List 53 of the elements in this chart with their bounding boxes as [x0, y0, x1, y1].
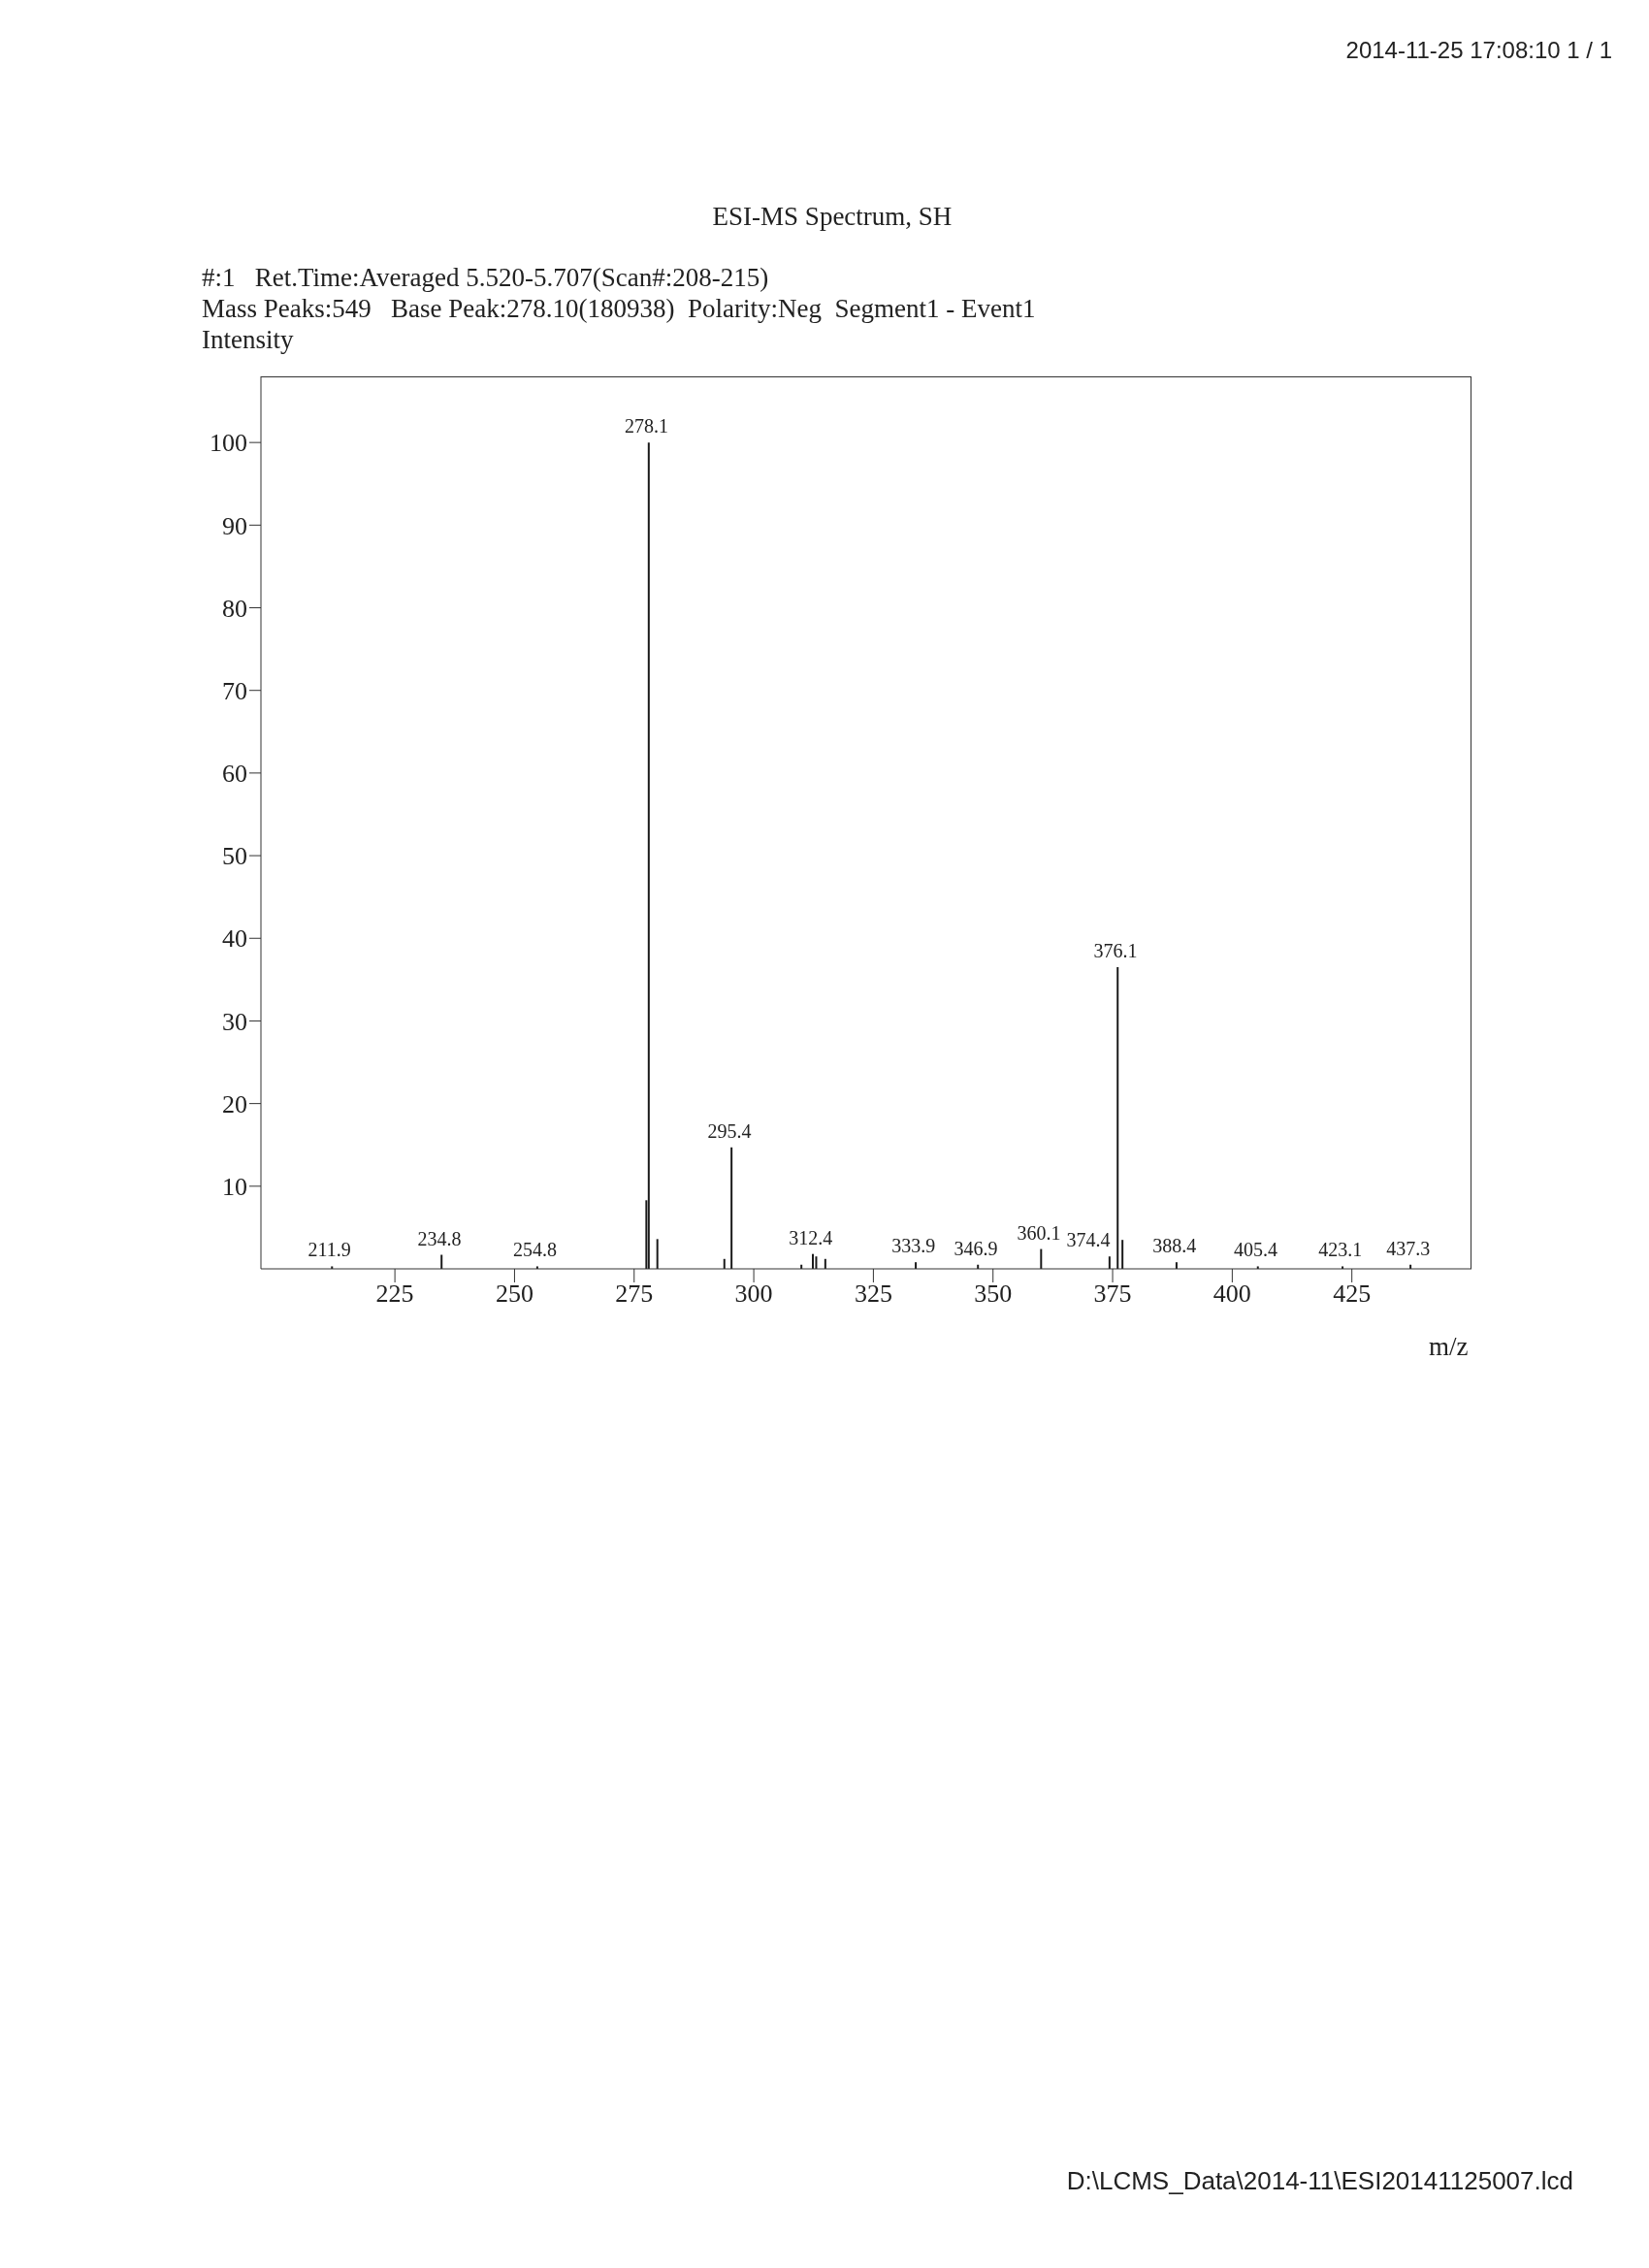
- y-tick-label: 60: [222, 760, 247, 789]
- bar: [647, 442, 650, 1269]
- x-axis-title: m/z: [1429, 1332, 1469, 1362]
- annotation: 254.8: [513, 1239, 558, 1261]
- y-tick-label: 80: [222, 594, 247, 623]
- x-tick-label: 225: [375, 1280, 414, 1309]
- bar: [815, 1256, 818, 1269]
- x-tick-label: 250: [495, 1280, 534, 1309]
- annotation: 423.1: [1318, 1239, 1363, 1261]
- y-tick-label: 50: [222, 842, 247, 871]
- chart-title: ESI-MS Spectrum, SH: [711, 202, 954, 232]
- annotation: 333.9: [891, 1235, 936, 1257]
- text: D:\LCMS_Data\2014-11\ESI20141125007.lcd: [1066, 2166, 1573, 2196]
- bar: [723, 1258, 726, 1269]
- annotation: 437.3: [1386, 1237, 1431, 1259]
- y-tick-label: 30: [222, 1007, 247, 1036]
- bar: [812, 1253, 815, 1269]
- annotation: 295.4: [707, 1119, 752, 1142]
- chart-subtitle: #:1 Ret.Time:Averaged 5.520-5.707(Scan#:208-215): [202, 262, 770, 293]
- annotation: 405.4: [1233, 1239, 1277, 1261]
- x-tick-label: 400: [1212, 1280, 1251, 1309]
- y-tick-label: 70: [222, 676, 247, 705]
- x-tick-label: 300: [734, 1280, 773, 1309]
- x-tick-label: 275: [615, 1280, 654, 1309]
- y-tick-label: 100: [210, 429, 247, 458]
- annotation: 346.9: [954, 1237, 998, 1259]
- bar: [656, 1239, 659, 1269]
- bar: [1116, 967, 1119, 1269]
- annotation: 360.1: [1017, 1221, 1061, 1244]
- bar: [730, 1147, 733, 1269]
- y-axis-title: Intensity: [202, 324, 295, 355]
- annotation: 278.1: [625, 415, 669, 437]
- annotation: 312.4: [789, 1226, 833, 1248]
- x-tick-label: 325: [854, 1280, 892, 1309]
- y-tick-label: 90: [222, 511, 247, 540]
- y-tick-label: 10: [222, 1173, 247, 1202]
- bar: [1040, 1248, 1043, 1269]
- x-tick-label: 425: [1333, 1280, 1372, 1309]
- bar: [1121, 1240, 1124, 1269]
- annotation: 234.8: [417, 1227, 462, 1249]
- x-tick-label: 350: [974, 1280, 1013, 1309]
- annotation: 374.4: [1066, 1229, 1111, 1251]
- y-tick-label: 20: [222, 1089, 247, 1118]
- bar: [1108, 1256, 1111, 1269]
- x-tick-label: 375: [1093, 1280, 1132, 1309]
- bar: [824, 1258, 826, 1269]
- annotation: 211.9: [307, 1239, 351, 1261]
- text: 2014-11-25 17:08:10 1 / 1: [1345, 37, 1612, 64]
- y-tick-label: 40: [222, 924, 247, 954]
- bar: [440, 1254, 443, 1269]
- text: Mass Peaks:549 Base Peak:278.10(180938) Polarity:Neg Segment1 - Event1: [202, 293, 1036, 324]
- annotation: 388.4: [1152, 1235, 1197, 1257]
- annotation: 376.1: [1093, 940, 1138, 962]
